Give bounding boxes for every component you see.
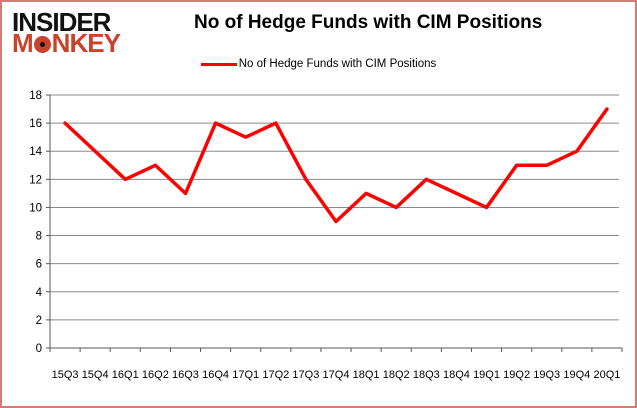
svg-text:18Q4: 18Q4: [443, 369, 470, 381]
svg-text:10: 10: [29, 202, 42, 214]
svg-text:19Q2: 19Q2: [503, 369, 530, 381]
svg-text:18: 18: [29, 90, 42, 102]
monkey-o-icon: [33, 36, 51, 53]
svg-text:17Q2: 17Q2: [262, 369, 289, 381]
svg-text:18Q2: 18Q2: [383, 369, 410, 381]
svg-text:20Q1: 20Q1: [593, 369, 620, 381]
svg-text:19Q4: 19Q4: [563, 369, 590, 381]
logo-monkey-rest: NKEY: [51, 28, 121, 58]
svg-text:6: 6: [36, 259, 42, 271]
svg-text:16Q3: 16Q3: [172, 369, 199, 381]
chart-legend: No of Hedge Funds with CIM Positions: [2, 58, 635, 70]
svg-text:15Q3: 15Q3: [52, 369, 79, 381]
svg-text:12: 12: [29, 174, 42, 186]
svg-text:15Q4: 15Q4: [82, 369, 109, 381]
svg-text:16Q4: 16Q4: [202, 369, 229, 381]
svg-text:16: 16: [29, 118, 42, 130]
svg-text:16Q2: 16Q2: [142, 369, 169, 381]
svg-text:19Q1: 19Q1: [473, 369, 500, 381]
svg-text:18Q1: 18Q1: [353, 369, 380, 381]
logo-monkey-m: M: [12, 28, 34, 58]
svg-text:0: 0: [36, 343, 42, 355]
svg-text:17Q4: 17Q4: [323, 369, 350, 381]
svg-text:19Q3: 19Q3: [533, 369, 560, 381]
svg-text:17Q1: 17Q1: [232, 369, 259, 381]
svg-text:4: 4: [36, 287, 43, 299]
logo-insider-text: INSIDER: [12, 7, 111, 37]
svg-text:16Q1: 16Q1: [112, 369, 139, 381]
legend-line-marker: [200, 62, 237, 66]
insider-monkey-logo: INSIDER M NKEY: [12, 7, 121, 56]
svg-text:2: 2: [36, 315, 42, 327]
logo-monkey-text: M NKEY: [12, 30, 121, 56]
legend-label: No of Hedge Funds with CIM Positions: [238, 58, 437, 70]
chart-title: No of Hedge Funds with CIM Positions: [194, 12, 543, 33]
svg-text:18Q3: 18Q3: [413, 369, 440, 381]
svg-text:17Q3: 17Q3: [292, 369, 319, 381]
svg-text:14: 14: [29, 146, 42, 158]
svg-text:8: 8: [36, 231, 42, 243]
